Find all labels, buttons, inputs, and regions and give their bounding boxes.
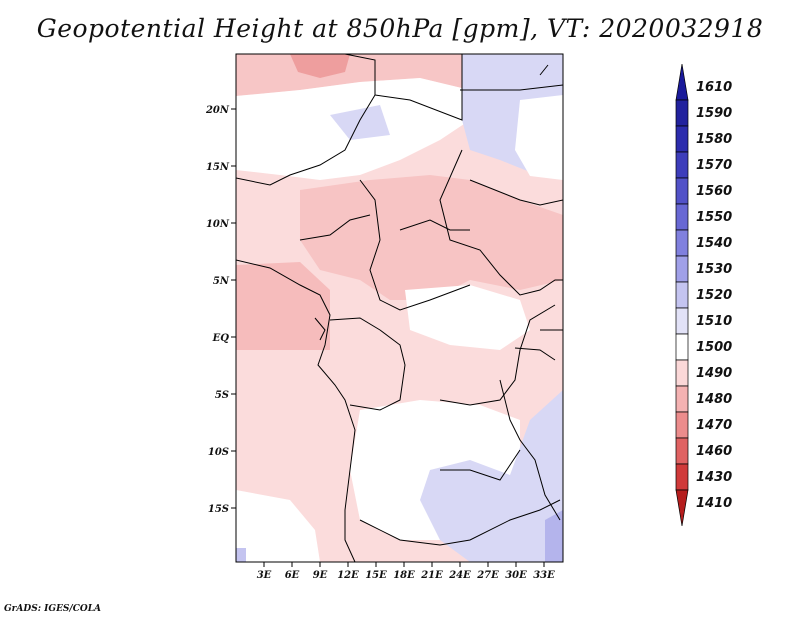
field-southwest-white [236, 490, 320, 562]
colorbar-label: 1540 [696, 236, 732, 251]
colorbar-segment [675, 63, 689, 101]
colorbar-segment [675, 437, 689, 465]
colorbar-segment [675, 411, 689, 439]
lon-tick-marks [263, 562, 545, 567]
field-northeast-white [515, 95, 563, 180]
lon-label: 18E [393, 570, 415, 581]
lon-label: 6E [285, 570, 300, 581]
colorbar-label: 1430 [696, 470, 732, 485]
field-gulf-pink [236, 262, 330, 350]
country-borders [236, 54, 563, 562]
map-frame [235, 53, 564, 563]
lat-label: 15N [206, 162, 230, 173]
field-blue-patch-1 [330, 105, 390, 140]
lon-label: 15E [365, 570, 387, 581]
colorbar-segment [675, 281, 689, 309]
lon-label: 21E [420, 570, 443, 581]
lat-tick-marks [231, 108, 236, 509]
lon-label: 12E [337, 570, 359, 581]
lat-label: 15S [208, 504, 229, 515]
field-southwest-blue [236, 548, 246, 562]
colorbar-label: 1550 [696, 210, 732, 225]
field-central-pink [300, 175, 563, 300]
colorbar-segment [675, 229, 689, 257]
field-congo-white [405, 285, 530, 350]
lon-label: 33E [533, 570, 555, 581]
colorbar-segment [675, 385, 689, 413]
lat-tick-labels: 20N 15N 10N 5N EQ 5S 10S 15S [205, 105, 230, 515]
lon-label: 27E [476, 570, 499, 581]
colorbar-label: 1560 [696, 184, 732, 199]
field-north-max [290, 54, 350, 78]
colorbar-segment [675, 151, 689, 179]
colorbar-label: 1480 [696, 392, 732, 407]
lon-label: 9E [313, 570, 328, 581]
lat-label: 10N [206, 219, 230, 230]
colorbar-segment [675, 463, 689, 491]
colorbar-label: 1580 [696, 132, 732, 147]
colorbar-label: 1460 [696, 444, 732, 459]
lat-label: 5S [215, 390, 229, 401]
field-southeast-deep [545, 510, 563, 562]
colorbar-label: 1410 [696, 496, 732, 511]
chart-title: Geopotential Height at 850hPa [gpm], VT:… [36, 14, 764, 43]
lon-tick-labels: 3E 6E 9E 12E 15E 18E 21E 24E 27E 30E 33E [257, 570, 555, 581]
colorbar-segment [675, 203, 689, 231]
colorbar: 1610 1590 1580 1570 1560 1550 1540 1530 1520 1510… [675, 63, 732, 527]
colorbar-label: 1530 [696, 262, 732, 277]
colorbar-label: 1590 [696, 106, 732, 121]
colorbar-label: 1610 [696, 80, 732, 95]
colorbar-label: 1570 [696, 158, 732, 173]
lon-label: 24E [448, 570, 471, 581]
colorbar-segment [675, 99, 689, 127]
colorbar-segment [675, 125, 689, 153]
colorbar-segment [675, 255, 689, 283]
lat-label: 10S [208, 447, 229, 458]
colorbar-label: 1470 [696, 418, 732, 433]
colorbar-segment [675, 359, 689, 387]
field-north-strip [236, 54, 470, 96]
colorbar-segment [675, 333, 689, 361]
colorbar-segment [675, 489, 689, 527]
colorbar-segment [675, 307, 689, 335]
colorbar-label: 1490 [696, 366, 732, 381]
colorbar-label: 1500 [696, 340, 732, 355]
colorbar-segment [675, 177, 689, 205]
lat-label: 5N [213, 276, 230, 287]
grads-credit: GrADS: IGES/COLA [4, 604, 102, 614]
height-field [236, 54, 563, 562]
field-southeast-blue [420, 390, 563, 562]
colorbar-label: 1510 [696, 314, 732, 329]
colorbar-label: 1520 [696, 288, 732, 303]
lat-label: EQ [212, 333, 230, 344]
lat-label: 20N [205, 105, 230, 116]
lon-label: 3E [257, 570, 272, 581]
lon-label: 30E [505, 570, 527, 581]
